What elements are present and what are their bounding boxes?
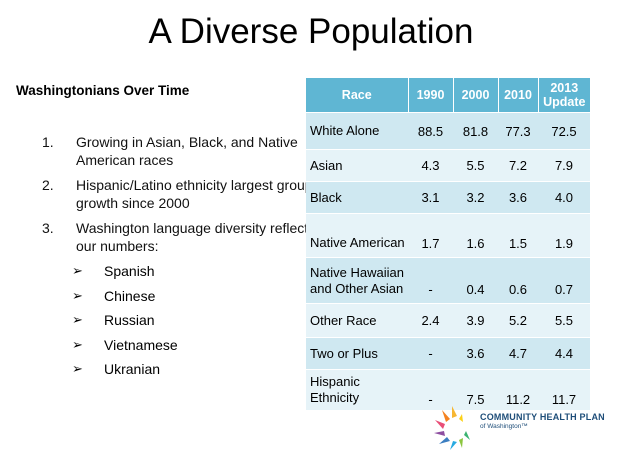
value-cell: 0.4 <box>453 257 498 304</box>
language-item: ➢ Russian <box>72 311 178 336</box>
value-cell: 11.2 <box>498 369 538 410</box>
race-cell: Hispanic Ethnicity <box>306 369 408 410</box>
language-item: ➢ Vietnamese <box>72 336 178 361</box>
value-cell: 3.6 <box>453 337 498 370</box>
company-logo: COMMUNITY HEALTH PLAN of Washington™ <box>430 402 620 456</box>
language-item: ➢ Spanish <box>72 262 178 287</box>
list-item: 1. Growing in Asian, Black, and Native A… <box>36 133 331 169</box>
value-cell: 77.3 <box>498 112 538 150</box>
column-header: 2013 Update <box>538 78 590 113</box>
table-row: Native Hawaiian and Other Asian - 0.4 0.… <box>306 257 590 304</box>
value-cell: 1.7 <box>408 213 453 258</box>
value-cell: - <box>408 257 453 304</box>
value-cell: 1.6 <box>453 213 498 258</box>
arrow-bullet-icon: ➢ <box>72 312 83 327</box>
value-cell: 3.1 <box>408 181 453 214</box>
language-list: ➢ Spanish ➢ Chinese ➢ Russian ➢ Vietname… <box>72 262 178 385</box>
language-item: ➢ Chinese <box>72 287 178 312</box>
value-cell: - <box>408 337 453 370</box>
logo-name: COMMUNITY HEALTH PLAN <box>480 412 605 422</box>
language-label: Vietnamese <box>104 336 178 353</box>
value-cell: 4.0 <box>538 181 590 214</box>
column-header: 1990 <box>408 78 454 113</box>
language-item: ➢ Ukranian <box>72 360 178 385</box>
value-cell: 2.4 <box>408 303 453 338</box>
language-label: Russian <box>104 312 155 328</box>
logo-subtitle: of Washington™ <box>480 423 528 430</box>
value-cell: 7.2 <box>498 149 538 182</box>
race-table: Race 1990 2000 2010 2013 Update White Al… <box>306 78 590 410</box>
arrow-bullet-icon: ➢ <box>72 287 83 303</box>
arrow-bullet-icon: ➢ <box>72 263 83 278</box>
list-item-text: Growing in Asian, Black, and Native Amer… <box>76 134 298 168</box>
table-row: Black 3.1 3.2 3.6 4.0 <box>306 181 590 214</box>
list-item-text: Hispanic/Latino ethnicity largest group … <box>76 177 329 211</box>
value-cell: 88.5 <box>408 112 453 150</box>
slide-subtitle: Washingtonians Over Time <box>16 83 190 98</box>
arrow-bullet-icon: ➢ <box>72 336 83 352</box>
race-cell: Native Hawaiian and Other Asian <box>306 257 408 304</box>
column-header: 2010 <box>498 78 539 113</box>
list-item: 3. Washington language diversity reflect… <box>36 219 331 255</box>
value-cell: 7.5 <box>453 369 498 410</box>
value-cell: 5.5 <box>538 303 590 338</box>
race-cell: Two or Plus <box>306 337 408 370</box>
language-label: Ukranian <box>104 361 161 377</box>
list-item-number: 1. <box>42 134 54 150</box>
value-cell: - <box>408 369 453 410</box>
value-cell: 3.2 <box>453 181 498 214</box>
list-item-number: 3. <box>42 220 54 236</box>
table-row: Native American 1.7 1.6 1.5 1.9 <box>306 213 590 258</box>
list-item-text: Washington language diversity reflects o… <box>76 220 316 254</box>
value-cell: 7.9 <box>538 149 590 182</box>
race-cell: Native American <box>306 213 408 258</box>
table-row: White Alone 88.5 81.8 77.3 72.5 <box>306 112 590 150</box>
list-item: 2. Hispanic/Latino ethnicity largest gro… <box>36 176 331 212</box>
value-cell: 81.8 <box>453 112 498 150</box>
value-cell: 1.5 <box>498 213 538 258</box>
race-cell: Other Race <box>306 303 408 338</box>
table-row: Other Race 2.4 3.9 5.2 5.5 <box>306 303 590 338</box>
column-header: Race <box>306 78 409 113</box>
logo-mark-icon <box>434 406 470 450</box>
arrow-bullet-icon: ➢ <box>72 361 83 376</box>
value-cell: 4.7 <box>498 337 538 370</box>
language-label: Chinese <box>104 287 156 304</box>
language-label: Spanish <box>104 263 155 279</box>
value-cell: 3.6 <box>498 181 538 214</box>
value-cell: 0.6 <box>498 257 538 304</box>
value-cell: 1.9 <box>538 213 590 258</box>
race-cell: Asian <box>306 149 408 182</box>
value-cell: 11.7 <box>538 369 590 410</box>
slide-title: A Diverse Population <box>148 12 474 51</box>
value-cell: 0.7 <box>538 257 590 304</box>
table-row: Two or Plus - 3.6 4.7 4.4 <box>306 337 590 370</box>
value-cell: 5.2 <box>498 303 538 338</box>
race-cell: White Alone <box>306 112 408 150</box>
numbered-list: 1. Growing in Asian, Black, and Native A… <box>36 133 331 262</box>
list-item-number: 2. <box>42 177 54 193</box>
value-cell: 3.9 <box>453 303 498 338</box>
race-label: Hispanic Ethnicity <box>310 373 360 405</box>
value-cell: 5.5 <box>453 149 498 182</box>
column-header: 2000 <box>453 78 499 113</box>
value-cell: 4.4 <box>538 337 590 370</box>
value-cell: 4.3 <box>408 149 453 182</box>
table-header-row: Race 1990 2000 2010 2013 Update <box>306 78 590 113</box>
table-row: Asian 4.3 5.5 7.2 7.9 <box>306 149 590 182</box>
table-row: Hispanic Ethnicity - 7.5 11.2 11.7 <box>306 369 590 410</box>
value-cell: 72.5 <box>538 112 590 150</box>
race-cell: Black <box>306 181 408 214</box>
